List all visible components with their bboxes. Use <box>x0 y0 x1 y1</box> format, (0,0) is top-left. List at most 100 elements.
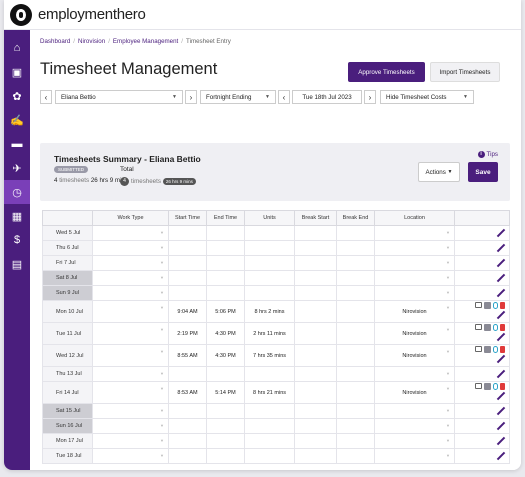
break-end-cell[interactable] <box>336 270 375 286</box>
units-cell[interactable] <box>244 225 295 241</box>
end-time-cell[interactable] <box>206 285 245 301</box>
break-end-cell[interactable] <box>336 418 375 434</box>
work-type-cell[interactable]: ▼ <box>92 300 169 323</box>
end-time-cell[interactable] <box>206 403 245 419</box>
units-cell[interactable] <box>244 255 295 271</box>
work-type-cell[interactable]: ▼ <box>92 322 169 345</box>
start-time-cell[interactable]: 9:04 AM <box>168 300 207 323</box>
location-cell[interactable]: ▼ <box>374 225 455 241</box>
end-time-cell[interactable] <box>206 418 245 434</box>
breadcrumb-dashboard[interactable]: Dashboard <box>40 38 71 45</box>
start-time-cell[interactable] <box>168 270 207 286</box>
break-start-cell[interactable] <box>294 322 337 345</box>
attachment-icon[interactable] <box>493 345 498 353</box>
break-start-cell[interactable] <box>294 240 337 256</box>
breadcrumb-nirovision[interactable]: Nirovision <box>78 38 106 45</box>
prev-employee-button[interactable]: ‹ <box>40 90 52 104</box>
units-cell[interactable]: 8 hrs 21 mins <box>244 381 295 404</box>
start-time-cell[interactable] <box>168 255 207 271</box>
import-timesheets-button[interactable]: Import Timesheets <box>430 62 500 82</box>
trash-icon[interactable] <box>500 301 505 309</box>
location-cell[interactable]: ▼ <box>374 433 455 449</box>
clipboard-icon[interactable]: ▤ <box>11 258 23 271</box>
work-type-cell[interactable]: ▼ <box>92 403 169 419</box>
copy-icon[interactable] <box>484 345 491 353</box>
units-cell[interactable] <box>244 448 295 464</box>
break-start-cell[interactable] <box>294 344 337 367</box>
edit-pencil-icon[interactable] <box>496 354 505 363</box>
break-start-cell[interactable] <box>294 448 337 464</box>
start-time-cell[interactable]: 8:53 AM <box>168 381 207 404</box>
recognition-icon[interactable]: ✍ <box>10 114 24 127</box>
break-end-cell[interactable] <box>336 381 375 404</box>
units-cell[interactable]: 7 hrs 35 mins <box>244 344 295 367</box>
location-cell[interactable]: Nirovision ▼ <box>374 381 455 404</box>
trash-icon[interactable] <box>500 323 505 331</box>
work-type-cell[interactable]: ▼ <box>92 255 169 271</box>
clock-icon[interactable]: ◷ <box>4 180 30 204</box>
units-cell[interactable] <box>244 366 295 382</box>
note-icon[interactable] <box>475 324 482 331</box>
money-icon[interactable]: $ <box>13 234 21 246</box>
end-time-cell[interactable]: 4:30 PM <box>206 344 245 367</box>
location-cell[interactable]: ▼ <box>374 418 455 434</box>
units-cell[interactable] <box>244 240 295 256</box>
copy-icon[interactable] <box>484 301 491 309</box>
units-cell[interactable]: 2 hrs 11 mins <box>244 322 295 345</box>
edit-pencil-icon[interactable] <box>496 243 505 252</box>
work-type-cell[interactable]: ▼ <box>92 381 169 404</box>
break-end-cell[interactable] <box>336 225 375 241</box>
work-type-cell[interactable]: ▼ <box>92 366 169 382</box>
units-cell[interactable] <box>244 433 295 449</box>
edit-pencil-icon[interactable] <box>496 332 505 341</box>
location-cell[interactable]: ▼ <box>374 240 455 256</box>
start-time-cell[interactable] <box>168 240 207 256</box>
end-time-cell[interactable] <box>206 240 245 256</box>
location-cell[interactable]: ▼ <box>374 366 455 382</box>
date-field[interactable]: Tue 18th Jul 2023 <box>292 90 362 104</box>
trash-icon[interactable] <box>500 345 505 353</box>
break-end-cell[interactable] <box>336 344 375 367</box>
location-cell[interactable]: ▼ <box>374 448 455 464</box>
briefcase-icon[interactable]: ▣ <box>11 66 23 79</box>
employee-select[interactable]: Eliana Bettio ▼ <box>55 90 183 104</box>
costs-select[interactable]: Hide Timesheet Costs ▼ <box>380 90 474 104</box>
break-end-cell[interactable] <box>336 448 375 464</box>
end-time-cell[interactable]: 5:14 PM <box>206 381 245 404</box>
end-time-cell[interactable]: 4:30 PM <box>206 322 245 345</box>
break-end-cell[interactable] <box>336 403 375 419</box>
work-type-cell[interactable]: ▼ <box>92 285 169 301</box>
end-time-cell[interactable] <box>206 433 245 449</box>
trash-icon[interactable] <box>500 382 505 390</box>
edit-pencil-icon[interactable] <box>496 451 505 460</box>
break-end-cell[interactable] <box>336 255 375 271</box>
work-type-cell[interactable]: ▼ <box>92 448 169 464</box>
location-cell[interactable]: Nirovision ▼ <box>374 344 455 367</box>
folder-icon[interactable]: ▬ <box>11 138 23 150</box>
work-type-cell[interactable]: ▼ <box>92 270 169 286</box>
edit-pencil-icon[interactable] <box>496 421 505 430</box>
location-cell[interactable]: ▼ <box>374 285 455 301</box>
benefits-icon[interactable]: ✿ <box>12 90 22 103</box>
attachment-icon[interactable] <box>493 301 498 309</box>
work-type-cell[interactable]: ▼ <box>92 240 169 256</box>
break-start-cell[interactable] <box>294 381 337 404</box>
start-time-cell[interactable] <box>168 225 207 241</box>
end-time-cell[interactable] <box>206 255 245 271</box>
break-end-cell[interactable] <box>336 322 375 345</box>
attachment-icon[interactable] <box>493 323 498 331</box>
copy-icon[interactable] <box>484 382 491 390</box>
work-type-cell[interactable]: ▼ <box>92 433 169 449</box>
edit-pencil-icon[interactable] <box>496 369 505 378</box>
location-cell[interactable]: ▼ <box>374 270 455 286</box>
edit-pencil-icon[interactable] <box>496 273 505 282</box>
save-button[interactable]: Save <box>468 162 498 182</box>
attachment-icon[interactable] <box>493 382 498 390</box>
note-icon[interactable] <box>475 383 482 390</box>
units-cell[interactable] <box>244 403 295 419</box>
location-cell[interactable]: ▼ <box>374 255 455 271</box>
break-end-cell[interactable] <box>336 240 375 256</box>
start-time-cell[interactable] <box>168 448 207 464</box>
units-cell[interactable] <box>244 285 295 301</box>
location-cell[interactable]: Nirovision ▼ <box>374 322 455 345</box>
